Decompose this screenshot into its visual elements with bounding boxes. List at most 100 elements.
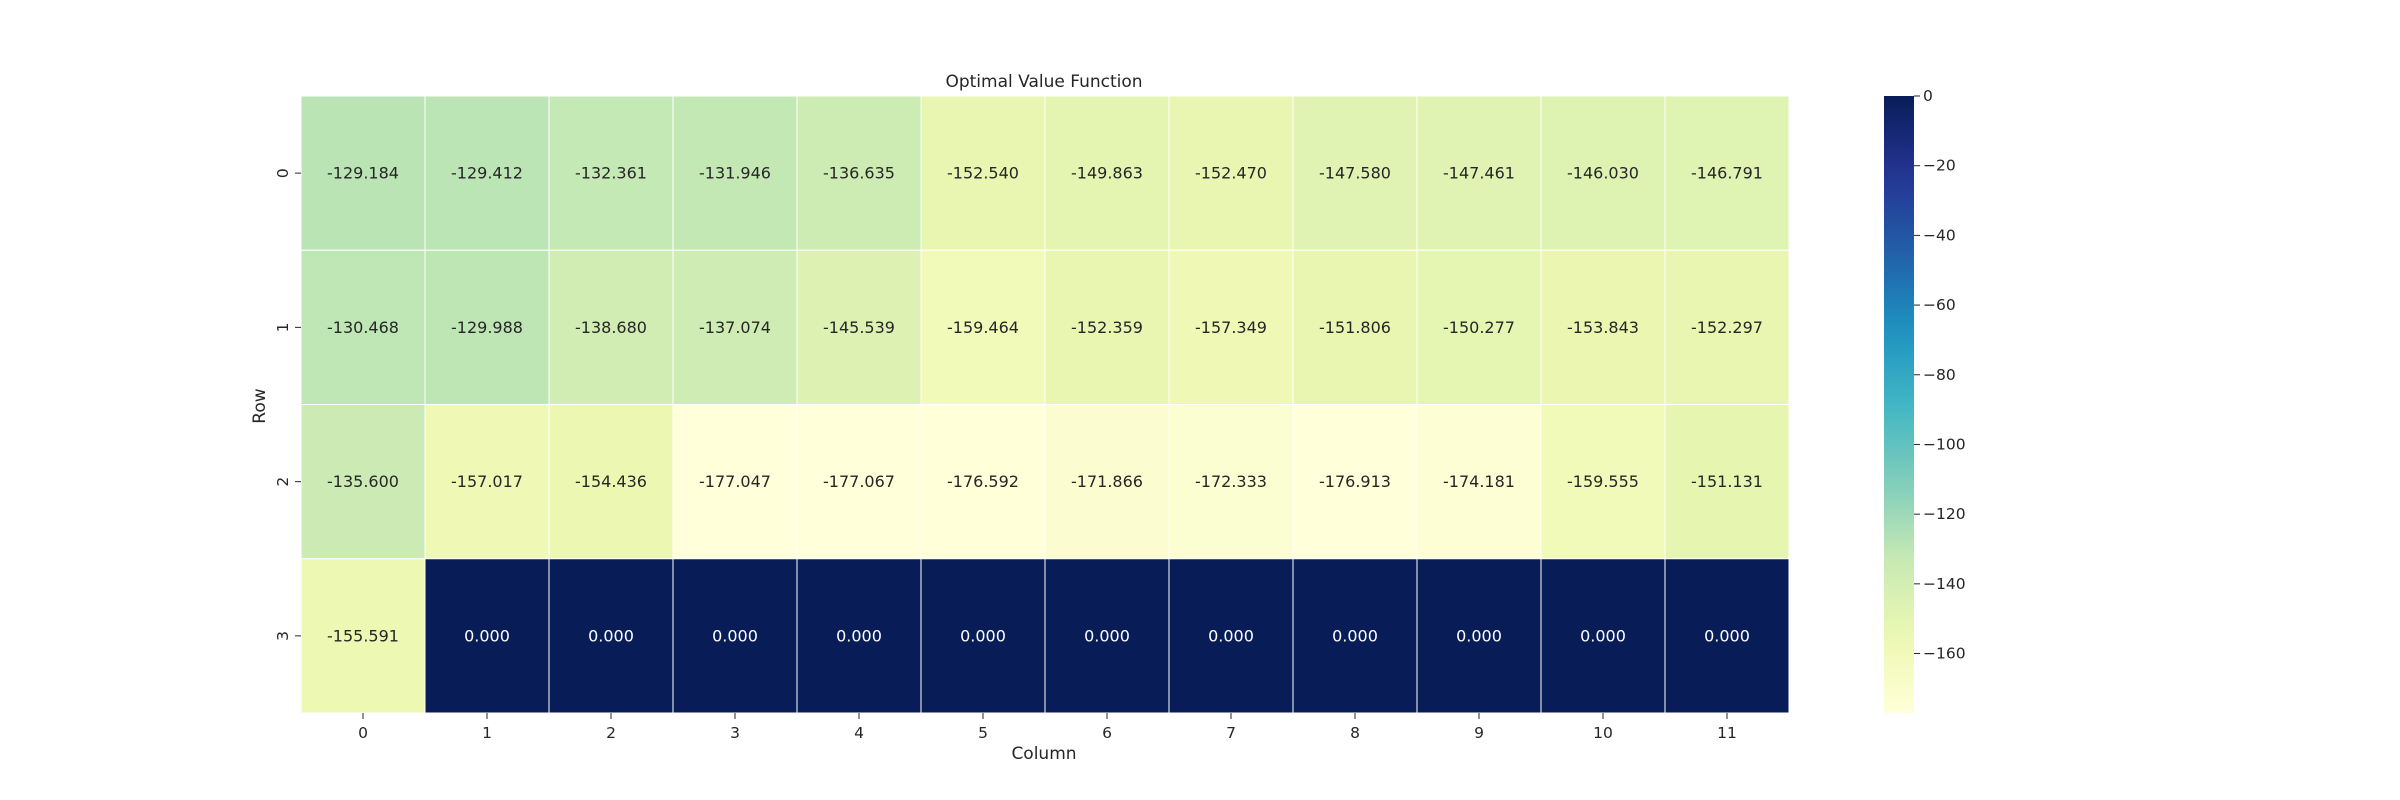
heatmap-cell xyxy=(548,404,674,560)
heatmap-cell-label: -176.913 xyxy=(1319,472,1391,491)
colorbar-tick-label: −140 xyxy=(1923,575,1966,593)
heatmap-cell-label: 0.000 xyxy=(1704,626,1750,645)
x-axis-ticks: 0 1 2 3 4 5 6 7 8 9 10 11 xyxy=(358,713,1737,742)
x-tick-label: 5 xyxy=(978,724,988,742)
heatmap-cell-label: -152.540 xyxy=(947,164,1019,183)
heatmap-cell-label: -131.946 xyxy=(699,164,771,183)
heatmap-cell-label: -147.580 xyxy=(1319,164,1391,183)
heatmap-cell-label: 0.000 xyxy=(960,626,1006,645)
heatmap-cell xyxy=(548,249,674,405)
heatmap-cell xyxy=(1292,249,1418,405)
heatmap-cell-label: 0.000 xyxy=(1208,626,1254,645)
heatmap-cell-label: -174.181 xyxy=(1443,472,1515,491)
colorbar-ticks: 0 −20 −40 −60 −80 −100 −120 −140 −160 xyxy=(1914,87,1966,663)
y-tick-label: 2 xyxy=(274,477,292,487)
heatmap-cell-label: -157.349 xyxy=(1195,318,1267,337)
heatmap-cell-label: -152.359 xyxy=(1071,318,1143,337)
heatmap-cell xyxy=(300,404,426,560)
heatmap-cell-label: 0.000 xyxy=(1456,626,1502,645)
heatmap-cell xyxy=(1044,404,1170,560)
heatmap-cell xyxy=(1044,558,1170,714)
heatmap-cell-label: 0.000 xyxy=(1084,626,1130,645)
heatmap-cell xyxy=(300,558,426,714)
x-tick-label: 3 xyxy=(730,724,740,742)
heatmap-cell-label: -155.591 xyxy=(327,626,399,645)
y-tick-label: 3 xyxy=(274,631,292,641)
heatmap-cell-label: -135.600 xyxy=(327,472,399,491)
heatmap-cell-label: -150.277 xyxy=(1443,318,1515,337)
heatmap-cell-label: 0.000 xyxy=(464,626,510,645)
heatmap-cell xyxy=(300,249,426,405)
heatmap-cell-label: -146.030 xyxy=(1567,164,1639,183)
heatmap-cell xyxy=(920,95,1046,251)
y-axis-ticks: 0 1 2 3 xyxy=(274,168,301,641)
heatmap-cell-label: -137.074 xyxy=(699,318,771,337)
colorbar-tick-label: −120 xyxy=(1923,505,1966,523)
heatmap-cell-label: -132.361 xyxy=(575,164,647,183)
heatmap-cell-label: -151.806 xyxy=(1319,318,1391,337)
heatmap-cell-label: -153.843 xyxy=(1567,318,1639,337)
x-tick-label: 8 xyxy=(1350,724,1360,742)
heatmap-cell-label: -176.592 xyxy=(947,472,1019,491)
heatmap-cell xyxy=(1540,404,1666,560)
heatmap-cell-label: 0.000 xyxy=(588,626,634,645)
heatmap-cell xyxy=(796,249,922,405)
x-tick-label: 4 xyxy=(854,724,864,742)
heatmap-cell xyxy=(920,249,1046,405)
heatmap-cell xyxy=(548,95,674,251)
colorbar-tick-label: −160 xyxy=(1923,645,1966,663)
heatmap-cell xyxy=(424,558,550,714)
heatmap-cell xyxy=(796,95,922,251)
x-tick-label: 0 xyxy=(358,724,368,742)
colorbar-tick-label: −60 xyxy=(1923,296,1956,314)
heatmap-cell-label: -129.988 xyxy=(451,318,523,337)
heatmap-cell xyxy=(1044,249,1170,405)
chart-title: Optimal Value Function xyxy=(945,72,1142,92)
heatmap-cell-label: -177.067 xyxy=(823,472,895,491)
heatmap-cell-label: -129.412 xyxy=(451,164,523,183)
heatmap-cell xyxy=(1416,404,1542,560)
heatmap-cell-label: -152.470 xyxy=(1195,164,1267,183)
heatmap-cell xyxy=(1540,558,1666,714)
heatmap-cell xyxy=(548,558,674,714)
x-tick-label: 10 xyxy=(1593,724,1613,742)
heatmap-cell xyxy=(424,95,550,251)
heatmap-cell xyxy=(1664,404,1790,560)
colorbar-tick-label: −100 xyxy=(1923,435,1966,453)
heatmap-cell-labels: -129.184 -129.412 -132.361 -131.946 -136.635… xyxy=(327,164,1763,646)
heatmap-cell-label: -172.333 xyxy=(1195,472,1267,491)
heatmap-cell-label: -171.866 xyxy=(1071,472,1143,491)
heatmap-cell xyxy=(1416,558,1542,714)
heatmap-cell xyxy=(1168,95,1294,251)
colorbar-tick-label: −80 xyxy=(1923,366,1956,384)
heatmap-cell-label: -136.635 xyxy=(823,164,895,183)
colorbar: 0 −20 −40 −60 −80 −100 −120 −140 −160 xyxy=(1884,87,1966,713)
heatmap-cell-label: -154.436 xyxy=(575,472,647,491)
heatmap-cell-label: -130.468 xyxy=(327,318,399,337)
heatmap-cell-label: -129.184 xyxy=(327,164,399,183)
x-tick-label: 11 xyxy=(1717,724,1737,742)
colorbar-gradient xyxy=(1884,96,1914,713)
colorbar-tick-label: −40 xyxy=(1923,226,1956,244)
x-axis-label: Column xyxy=(1011,744,1076,764)
y-axis-label: Row xyxy=(250,388,270,423)
heatmap-cell-label: 0.000 xyxy=(836,626,882,645)
heatmap-cell xyxy=(1416,249,1542,405)
heatmap-cell-label: -159.464 xyxy=(947,318,1019,337)
x-tick-label: 7 xyxy=(1226,724,1236,742)
heatmap-cell-label: -149.863 xyxy=(1071,164,1143,183)
heatmap-cell-label: -138.680 xyxy=(575,318,647,337)
heatmap-cell-label: -151.131 xyxy=(1691,472,1763,491)
heatmap-cell-label: 0.000 xyxy=(1332,626,1378,645)
y-tick-label: 0 xyxy=(274,168,292,178)
heatmap-cell xyxy=(796,404,922,560)
colorbar-tick-label: −20 xyxy=(1923,157,1956,175)
heatmap-cell xyxy=(1416,95,1542,251)
heatmap-cell xyxy=(672,558,798,714)
heatmap-cells xyxy=(300,95,1790,714)
heatmap-cell xyxy=(300,95,426,251)
heatmap-cell xyxy=(1664,249,1790,405)
heatmap-cell-label: -145.539 xyxy=(823,318,895,337)
heatmap-cell xyxy=(920,558,1046,714)
